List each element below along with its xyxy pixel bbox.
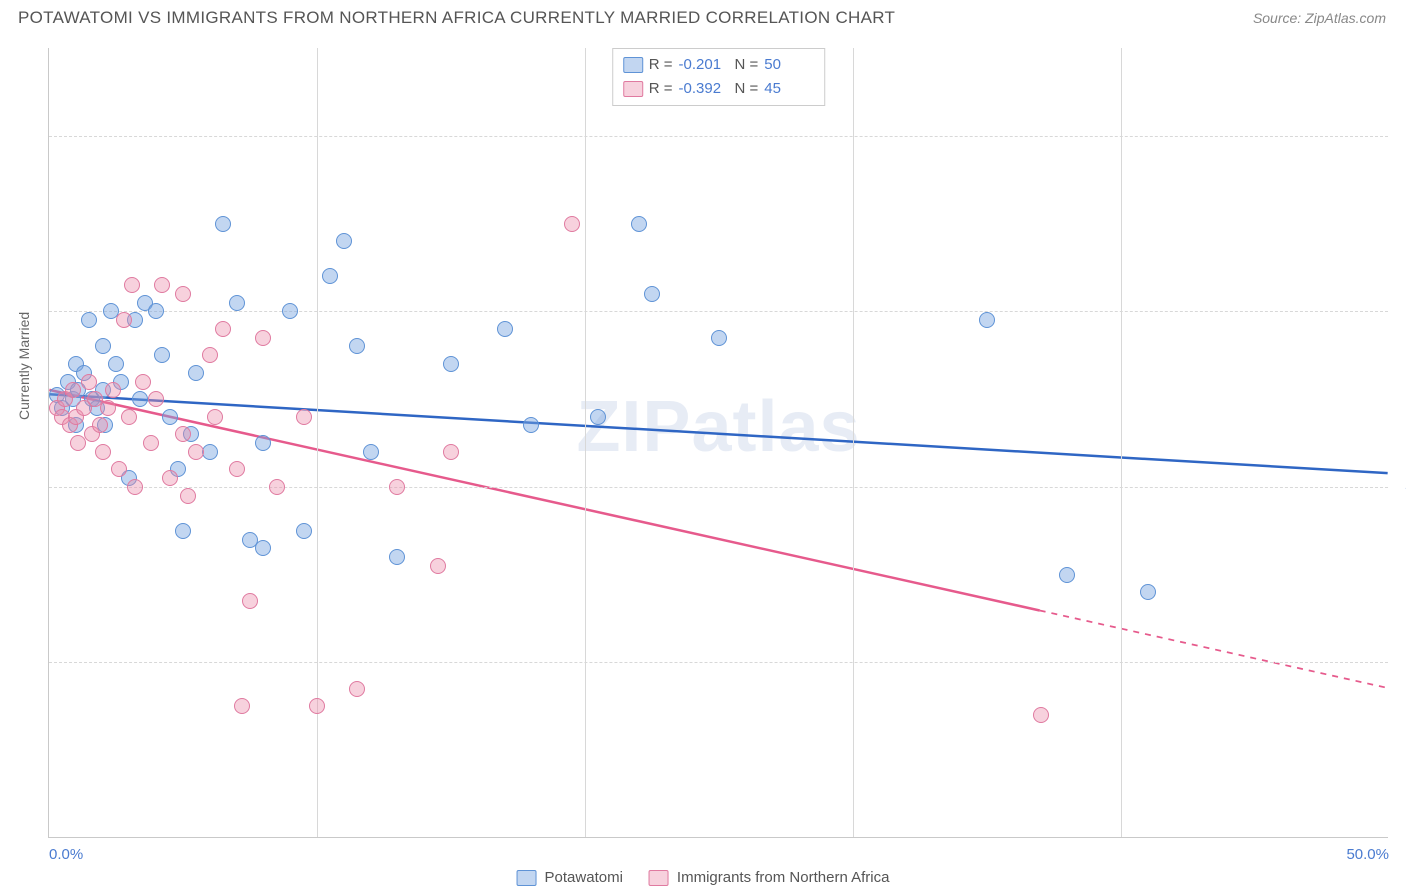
legend-row-series-1: R = -0.392 N = 45 — [623, 77, 815, 101]
data-point-series-1 — [92, 417, 108, 433]
data-point-series-1 — [443, 444, 459, 460]
gridline-h — [49, 311, 1388, 312]
data-point-series-1 — [296, 409, 312, 425]
data-point-series-0 — [363, 444, 379, 460]
y-axis-label: Currently Married — [16, 312, 32, 420]
swatch-series-1 — [623, 81, 643, 97]
data-point-series-0 — [229, 295, 245, 311]
data-point-series-0 — [296, 523, 312, 539]
trend-lines — [49, 48, 1388, 837]
gridline-h — [49, 662, 1388, 663]
data-point-series-0 — [322, 268, 338, 284]
data-point-series-0 — [215, 216, 231, 232]
data-point-series-0 — [282, 303, 298, 319]
correlation-legend: R = -0.201 N = 50 R = -0.392 N = 45 — [612, 48, 826, 106]
data-point-series-1 — [95, 444, 111, 460]
trend-line-extrapolated-series-1 — [1040, 610, 1388, 687]
data-point-series-1 — [135, 374, 151, 390]
data-point-series-1 — [175, 426, 191, 442]
data-point-series-1 — [154, 277, 170, 293]
gridline-v — [317, 48, 318, 837]
y-tick-label: 80.0% — [1398, 127, 1406, 144]
y-tick-label: 40.0% — [1398, 478, 1406, 495]
data-point-series-0 — [1140, 584, 1156, 600]
data-point-series-1 — [242, 593, 258, 609]
watermark: ZIPatlas — [576, 386, 860, 468]
y-tick-label: 60.0% — [1398, 303, 1406, 320]
data-point-series-1 — [430, 558, 446, 574]
data-point-series-1 — [1033, 707, 1049, 723]
trend-line-series-0 — [49, 394, 1387, 473]
data-point-series-0 — [132, 391, 148, 407]
data-point-series-1 — [111, 461, 127, 477]
data-point-series-1 — [116, 312, 132, 328]
data-point-series-1 — [255, 330, 271, 346]
data-point-series-0 — [443, 356, 459, 372]
data-point-series-0 — [1059, 567, 1075, 583]
data-point-series-1 — [148, 391, 164, 407]
swatch-series-0 — [623, 57, 643, 73]
data-point-series-0 — [523, 417, 539, 433]
data-point-series-1 — [349, 681, 365, 697]
data-point-series-0 — [175, 523, 191, 539]
trend-line-series-1 — [49, 390, 1039, 611]
data-point-series-0 — [148, 303, 164, 319]
data-point-series-0 — [979, 312, 995, 328]
data-point-series-1 — [202, 347, 218, 363]
data-point-series-1 — [309, 698, 325, 714]
data-point-series-1 — [269, 479, 285, 495]
data-point-series-0 — [497, 321, 513, 337]
legend-row-series-0: R = -0.201 N = 50 — [623, 53, 815, 77]
gridline-h — [49, 136, 1388, 137]
data-point-series-1 — [180, 488, 196, 504]
data-point-series-0 — [336, 233, 352, 249]
data-point-series-1 — [215, 321, 231, 337]
data-point-series-1 — [234, 698, 250, 714]
data-point-series-1 — [81, 374, 97, 390]
data-point-series-1 — [162, 470, 178, 486]
data-point-series-0 — [255, 540, 271, 556]
chart-title: POTAWATOMI VS IMMIGRANTS FROM NORTHERN A… — [18, 8, 895, 28]
data-point-series-1 — [124, 277, 140, 293]
x-tick-label: 0.0% — [49, 846, 83, 863]
data-point-series-0 — [255, 435, 271, 451]
data-point-series-0 — [188, 365, 204, 381]
data-point-series-1 — [188, 444, 204, 460]
data-point-series-0 — [389, 549, 405, 565]
data-point-series-1 — [207, 409, 223, 425]
data-point-series-1 — [105, 382, 121, 398]
data-point-series-0 — [108, 356, 124, 372]
gridline-v — [853, 48, 854, 837]
x-tick-label: 50.0% — [1346, 846, 1389, 863]
data-point-series-0 — [590, 409, 606, 425]
gridline-h — [49, 487, 1388, 488]
legend-item-series-0: Potawatomi — [517, 869, 623, 886]
data-point-series-1 — [65, 382, 81, 398]
data-point-series-1 — [121, 409, 137, 425]
data-point-series-0 — [711, 330, 727, 346]
data-point-series-1 — [100, 400, 116, 416]
data-point-series-1 — [143, 435, 159, 451]
gridline-v — [1121, 48, 1122, 837]
gridline-v — [585, 48, 586, 837]
source-credit: Source: ZipAtlas.com — [1253, 10, 1386, 26]
data-point-series-1 — [564, 216, 580, 232]
data-point-series-0 — [349, 338, 365, 354]
data-point-series-0 — [162, 409, 178, 425]
series-legend: Potawatomi Immigrants from Northern Afri… — [517, 869, 890, 886]
data-point-series-1 — [229, 461, 245, 477]
data-point-series-1 — [175, 286, 191, 302]
legend-item-series-1: Immigrants from Northern Africa — [649, 869, 890, 886]
data-point-series-0 — [154, 347, 170, 363]
data-point-series-1 — [127, 479, 143, 495]
data-point-series-0 — [631, 216, 647, 232]
data-point-series-0 — [81, 312, 97, 328]
y-tick-label: 20.0% — [1398, 654, 1406, 671]
data-point-series-0 — [95, 338, 111, 354]
swatch-series-0 — [517, 870, 537, 886]
scatter-plot: ZIPatlas R = -0.201 N = 50 R = -0.392 N … — [48, 48, 1388, 838]
swatch-series-1 — [649, 870, 669, 886]
data-point-series-0 — [644, 286, 660, 302]
data-point-series-1 — [389, 479, 405, 495]
